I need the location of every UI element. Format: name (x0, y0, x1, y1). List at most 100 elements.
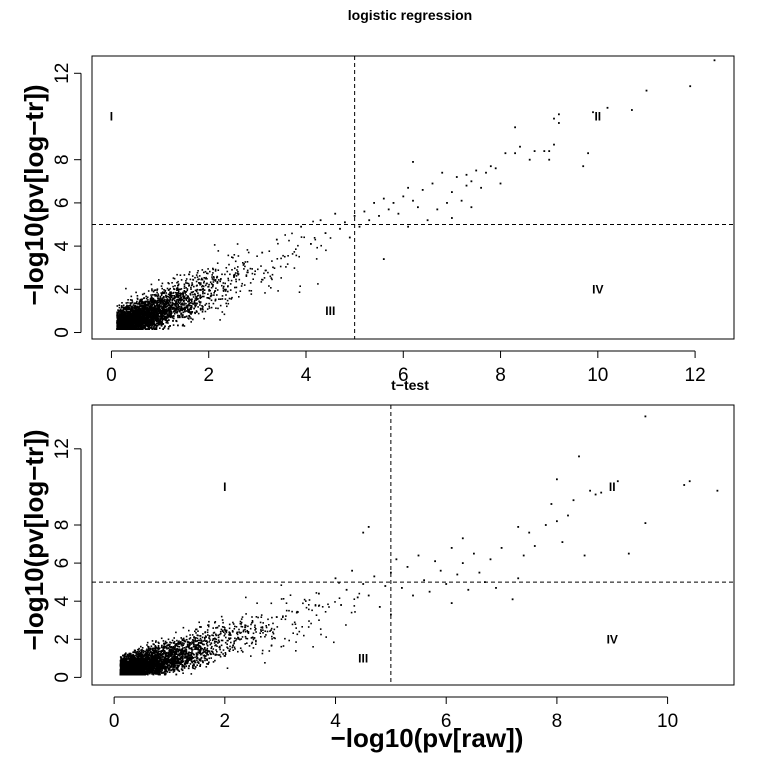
data-point (143, 292, 146, 295)
data-point (191, 291, 193, 294)
data-point (387, 208, 390, 211)
data-point (206, 631, 209, 634)
data-point (172, 320, 174, 322)
data-point (150, 322, 153, 325)
data-point (329, 237, 332, 239)
data-point (185, 294, 187, 296)
data-point (270, 287, 272, 289)
data-point (210, 299, 213, 302)
data-point (489, 165, 492, 168)
data-point (271, 278, 273, 281)
data-point (194, 276, 196, 279)
data-point (150, 283, 153, 286)
data-point (214, 659, 216, 662)
data-point (177, 304, 179, 306)
data-point (135, 322, 138, 325)
data-point (137, 328, 140, 330)
data-point (179, 301, 182, 303)
data-point (173, 291, 175, 294)
data-point (146, 300, 148, 303)
x-tick-label: 6 (398, 365, 409, 386)
data-point (188, 641, 190, 644)
data-point (154, 309, 157, 311)
data-point (232, 621, 234, 624)
data-point (132, 311, 134, 314)
data-point (162, 301, 164, 304)
data-point (185, 646, 187, 648)
data-point (126, 326, 129, 329)
data-point (166, 287, 169, 290)
data-point (431, 182, 434, 185)
data-point (151, 306, 153, 308)
data-point (173, 295, 176, 297)
data-point (132, 324, 135, 327)
data-point (382, 258, 385, 260)
data-point (140, 649, 142, 651)
data-point (138, 322, 141, 325)
data-point (141, 301, 144, 303)
data-point (251, 641, 254, 644)
data-point (227, 279, 230, 282)
data-point (180, 293, 183, 295)
data-point (144, 322, 146, 324)
data-point (159, 300, 162, 303)
data-point (325, 249, 327, 252)
data-point (208, 635, 211, 637)
data-point (242, 264, 245, 266)
data-point (263, 272, 265, 275)
data-point (224, 629, 227, 631)
data-point (196, 302, 198, 305)
data-point (224, 652, 227, 654)
data-point (147, 311, 150, 313)
data-point (131, 302, 133, 304)
data-point (137, 317, 140, 320)
data-point (455, 176, 458, 178)
data-point (313, 237, 316, 239)
data-point (137, 310, 140, 313)
data-point (161, 318, 164, 321)
data-point (158, 279, 160, 281)
data-point (123, 322, 125, 324)
data-point (129, 312, 131, 315)
data-point (176, 287, 178, 290)
data-point (168, 311, 170, 313)
data-point (233, 640, 236, 642)
data-point (136, 321, 138, 323)
data-point (221, 639, 224, 642)
data-point (164, 640, 167, 643)
data-point (191, 284, 193, 287)
data-point (206, 663, 208, 665)
data-point (255, 643, 257, 645)
data-point (149, 312, 152, 315)
data-point (256, 255, 258, 257)
data-point (174, 665, 177, 667)
data-point (220, 639, 223, 642)
data-point (254, 629, 256, 631)
data-point (169, 307, 172, 309)
data-point (156, 315, 158, 318)
data-point (185, 299, 188, 301)
data-point (153, 317, 156, 319)
data-point (245, 613, 247, 615)
data-point (216, 289, 219, 291)
data-point (282, 598, 285, 600)
data-point (163, 308, 166, 310)
data-point (165, 292, 167, 294)
data-point (209, 270, 211, 273)
data-point (136, 311, 139, 314)
data-point (475, 169, 478, 172)
data-point (190, 643, 193, 645)
data-point (161, 291, 164, 294)
data-point (235, 278, 237, 281)
data-point (175, 294, 177, 296)
data-point (127, 308, 129, 311)
data-point (128, 323, 131, 326)
data-point (214, 268, 217, 271)
data-point (185, 315, 188, 318)
data-point (155, 314, 158, 317)
data-point (148, 313, 150, 315)
data-point (179, 288, 182, 291)
data-point (216, 650, 218, 653)
data-point (254, 273, 256, 276)
data-point (151, 327, 153, 330)
